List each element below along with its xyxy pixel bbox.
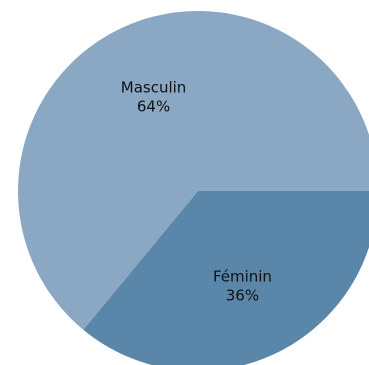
- slice-percent-masculin: 64%: [137, 98, 170, 116]
- slice-percent-féminin: 36%: [226, 286, 259, 304]
- pie-slice-féminin: [83, 191, 369, 365]
- slice-label-féminin: Féminin: [213, 267, 272, 285]
- pie-slice-masculin: [18, 11, 369, 330]
- slice-label-masculin: Masculin: [121, 79, 187, 97]
